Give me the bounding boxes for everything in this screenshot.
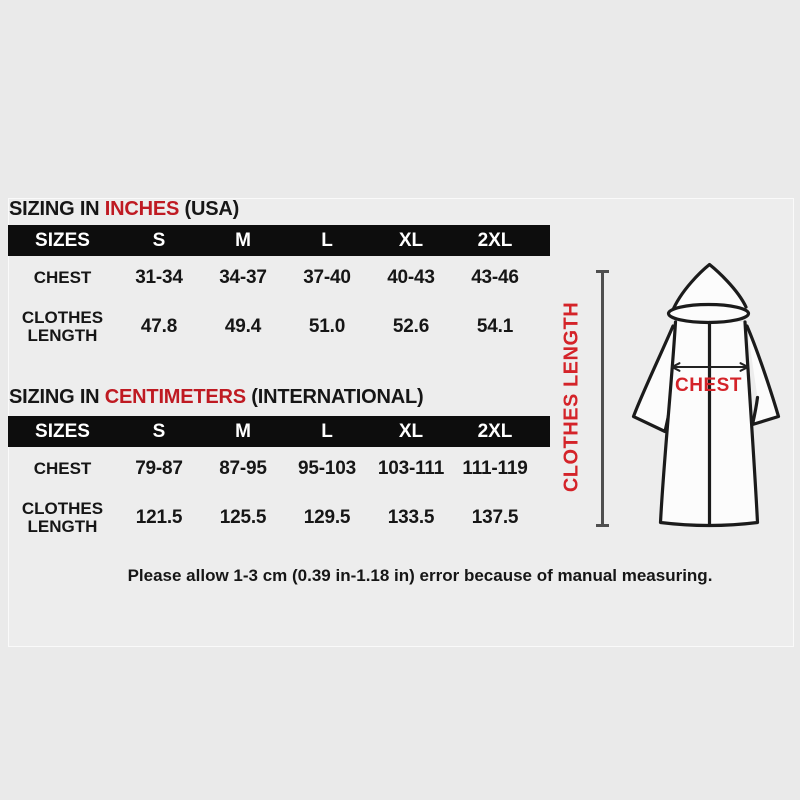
size-cell: 137.5 (471, 507, 519, 528)
size-cell: 34-37 (219, 267, 267, 288)
size-cell: 133.5 (387, 507, 435, 528)
table-row: CLOTHES LENGTH 47.8 49.4 51.0 52.6 54.1 (8, 300, 550, 354)
column-header: M (201, 416, 285, 447)
size-cell: 111-119 (462, 458, 528, 479)
robe-hood (670, 262, 748, 314)
title-suffix: (USA) (179, 198, 240, 220)
column-header: XL (369, 225, 453, 256)
column-header: SIZES (8, 416, 117, 447)
size-cell: 37-40 (303, 267, 351, 288)
robe-collar (666, 302, 751, 325)
table-row: CHEST 31-34 34-37 37-40 40-43 43-46 (8, 256, 550, 300)
row-label: CLOTHES LENGTH (21, 307, 104, 345)
column-header-spacer (537, 225, 550, 256)
column-header: L (285, 225, 369, 256)
size-cell-spacer (537, 447, 550, 491)
column-header: L (285, 416, 369, 447)
size-cell: 121.5 (135, 507, 183, 528)
size-cell: 54.1 (476, 316, 514, 337)
table-header-row: SIZES S M L XL 2XL (8, 416, 550, 447)
robe-right-sleeve (745, 324, 781, 427)
column-header: 2XL (453, 416, 537, 447)
size-cell: 103-111 (377, 458, 445, 479)
column-header: S (117, 225, 201, 256)
size-cell: 47.8 (140, 316, 178, 337)
size-cell: 79-87 (135, 458, 183, 479)
measure-cap-bottom (596, 524, 609, 527)
size-cell: 43-46 (471, 267, 519, 288)
clothes-length-measure-line (596, 270, 609, 527)
table-row: CHEST 79-87 87-95 95-103 103-111 111-119 (8, 447, 550, 491)
hooded-robe-diagram: CHEST (631, 262, 781, 528)
title-prefix: SIZING IN (9, 386, 105, 408)
size-cell: 49.4 (224, 316, 262, 337)
table-header-row: SIZES S M L XL 2XL (8, 225, 550, 256)
column-header: S (117, 416, 201, 447)
row-label: CHEST (33, 267, 92, 287)
inches-section-title: SIZING IN INCHES (USA) (9, 197, 239, 221)
clothes-length-label: CLOTHES LENGTH (560, 301, 583, 493)
chest-measure-arrow (671, 362, 749, 372)
centimeters-section-title: SIZING IN CENTIMETERS (INTERNATIONAL) (9, 385, 424, 409)
size-cell: 51.0 (308, 316, 346, 337)
title-prefix: SIZING IN (9, 198, 105, 220)
column-header: M (201, 225, 285, 256)
size-cell: 95-103 (298, 458, 356, 479)
measuring-tolerance-note: Please allow 1-3 cm (0.39 in-1.18 in) er… (127, 566, 713, 585)
size-cell-spacer (537, 300, 550, 354)
column-header: XL (369, 416, 453, 447)
row-label: CLOTHES LENGTH (21, 498, 104, 536)
title-unit-highlight: INCHES (104, 198, 180, 220)
row-label: CHEST (33, 458, 92, 478)
size-cell: 52.6 (392, 316, 430, 337)
measure-cap-top (596, 270, 609, 273)
column-header-spacer (537, 416, 550, 447)
inches-size-table: SIZES S M L XL 2XL CHEST 31-34 34-37 37-… (8, 225, 550, 354)
chest-label: CHEST (675, 375, 742, 396)
title-unit-highlight: CENTIMETERS (104, 386, 246, 408)
column-header: SIZES (8, 225, 117, 256)
size-cell: 129.5 (303, 507, 351, 528)
size-cell: 31-34 (135, 267, 183, 288)
title-suffix: (INTERNATIONAL) (245, 386, 424, 408)
table-row: CLOTHES LENGTH 121.5 125.5 129.5 133.5 1… (8, 491, 550, 545)
column-header: 2XL (453, 225, 537, 256)
size-cell-spacer (537, 491, 550, 545)
size-cell: 125.5 (219, 507, 267, 528)
size-cell-spacer (537, 256, 550, 300)
size-cell: 87-95 (219, 458, 267, 479)
centimeters-size-table: SIZES S M L XL 2XL CHEST 79-87 87-95 95-… (8, 416, 550, 545)
size-cell: 40-43 (387, 267, 435, 288)
